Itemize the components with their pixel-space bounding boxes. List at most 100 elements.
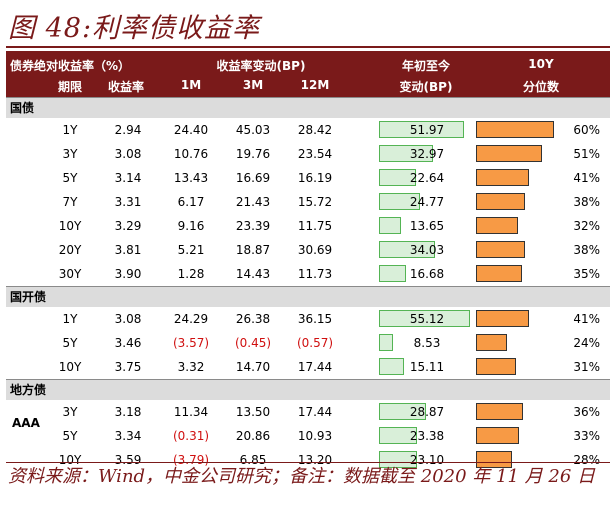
cell-m1: (0.31) (172, 429, 210, 443)
table-row: 5Y 3.34 (0.31) 20.86 10.93 23.38 33% (6, 424, 610, 448)
ytd-change-value: 23.10 (409, 453, 445, 467)
cell-m1: 9.16 (177, 219, 205, 233)
percentile-value: 33% (573, 429, 600, 443)
cell-m12: 36.15 (297, 312, 333, 326)
percentile-bar (476, 427, 519, 444)
percentile-value: 41% (573, 171, 600, 185)
table-row: 5Y 3.46 (3.57) (0.45) (0.57) 8.53 24% (6, 331, 610, 355)
cell-m12: 16.19 (297, 171, 333, 185)
cell-term: 10Y (58, 360, 82, 374)
table-row: 1Y 3.08 24.29 26.38 36.15 55.12 41% (6, 307, 610, 331)
cell-m12: 23.54 (297, 147, 333, 161)
cell-m3: 14.43 (235, 267, 271, 281)
ytd-change-bar (379, 265, 406, 282)
cell-m12: 11.73 (297, 267, 333, 281)
percentile-bar (476, 265, 522, 282)
ytd-change-value: 16.68 (409, 267, 445, 281)
cell-m1: 1.28 (177, 267, 205, 281)
percentile-value: 51% (573, 147, 600, 161)
table-row: 5Y 3.14 13.43 16.69 16.19 22.64 41% (6, 166, 610, 190)
cell-m3: 26.38 (235, 312, 271, 326)
cell-yield: 3.08 (114, 312, 142, 326)
ytd-change-bar (379, 169, 416, 186)
table-row: 7Y 3.31 6.17 21.43 15.72 24.77 38% (6, 190, 610, 214)
header-3m: 3M (242, 78, 264, 92)
header-term: 期限 (57, 80, 82, 94)
ytd-change-value: 51.97 (409, 123, 445, 137)
header-percentile-line2: 分位数 (522, 80, 559, 94)
table-row: 10Y 3.75 3.32 14.70 17.44 15.11 31% (6, 355, 610, 379)
cell-m3: 20.86 (235, 429, 271, 443)
cell-m12: 17.44 (297, 360, 333, 374)
table-row: 20Y 3.81 5.21 18.87 30.69 34.03 38% (6, 238, 610, 262)
table-row: 3Y 3.18 11.34 13.50 17.44 28.87 36% (6, 400, 610, 424)
percentile-value: 32% (573, 219, 600, 233)
cell-term: 7Y (62, 195, 78, 209)
cell-m12: 28.42 (297, 123, 333, 137)
ytd-change-bar (379, 217, 401, 234)
header-yield: 收益率 (107, 80, 144, 94)
cell-m1: 11.34 (173, 405, 209, 419)
ytd-change-value: 34.03 (409, 243, 445, 257)
percentile-bar (476, 145, 542, 162)
cell-m12: 10.93 (297, 429, 333, 443)
cell-term: 1Y (62, 312, 78, 326)
table-row: 3Y 3.08 10.76 19.76 23.54 32.97 51% (6, 142, 610, 166)
cell-term: 5Y (62, 171, 78, 185)
cell-yield: 2.94 (114, 123, 142, 137)
cell-yield: 3.18 (114, 405, 142, 419)
ytd-change-value: 13.65 (409, 219, 445, 233)
ytd-change-bar (379, 193, 420, 210)
cell-yield: 3.14 (114, 171, 142, 185)
cell-m3: 6.85 (239, 453, 267, 467)
yield-table: 国债 1Y 2.94 24.40 45.03 28.42 51.97 60% 3Y 3.08 10… (6, 97, 610, 472)
cell-term: 5Y (62, 429, 78, 443)
percentile-value: 60% (573, 123, 600, 137)
percentile-bar (476, 451, 512, 468)
header-yield-change: 收益率变动(BP) (216, 59, 306, 73)
cell-term: 5Y (62, 336, 78, 350)
cell-yield: 3.08 (114, 147, 142, 161)
cell-m12: 17.44 (297, 405, 333, 419)
percentile-value: 41% (573, 312, 600, 326)
ytd-change-value: 55.12 (409, 312, 445, 326)
cell-term: 3Y (62, 405, 78, 419)
percentile-bar (476, 217, 518, 234)
percentile-value: 24% (573, 336, 600, 350)
percentile-bar (476, 403, 523, 420)
cell-m12: 13.20 (297, 453, 333, 467)
cell-yield: 3.75 (114, 360, 142, 374)
ytd-change-bar (379, 145, 433, 162)
ytd-change-bar (379, 121, 464, 138)
cell-m3: 21.43 (235, 195, 271, 209)
cell-yield: 3.81 (114, 243, 142, 257)
ytd-change-bar (379, 241, 435, 258)
cell-m1: (3.57) (172, 336, 210, 350)
table-row: 10Y 3.59 (3.79) 6.85 13.20 23.10 28% (6, 448, 610, 472)
cell-m3: 23.39 (235, 219, 271, 233)
ytd-change-value: 15.11 (409, 360, 445, 374)
table-header: 债券绝对收益率（%） 收益率变动(BP) 年初至今 变动(BP) 10Y 分位数… (6, 51, 610, 97)
section-title: 国开债 (6, 286, 610, 307)
percentile-bar (476, 310, 529, 327)
ytd-change-bar (379, 334, 393, 351)
section-title: 国债 (6, 97, 610, 118)
percentile-bar (476, 241, 525, 258)
ytd-change-value: 28.87 (409, 405, 445, 419)
cell-m3: 45.03 (235, 123, 271, 137)
ytd-change-bar (379, 403, 426, 420)
ytd-change-value: 23.38 (409, 429, 445, 443)
percentile-bar (476, 193, 525, 210)
cell-yield: 3.59 (114, 453, 142, 467)
percentile-bar (476, 358, 516, 375)
footer-divider (6, 462, 610, 463)
cell-yield: 3.34 (114, 429, 142, 443)
ytd-change-value: 32.97 (409, 147, 445, 161)
cell-m3: 13.50 (235, 405, 271, 419)
cell-yield: 3.90 (114, 267, 142, 281)
percentile-bar (476, 334, 507, 351)
header-12m: 12M (300, 78, 330, 92)
cell-m12: 11.75 (297, 219, 333, 233)
cell-m12: 15.72 (297, 195, 333, 209)
page-title: 图 48:利率债收益率 (8, 13, 261, 44)
